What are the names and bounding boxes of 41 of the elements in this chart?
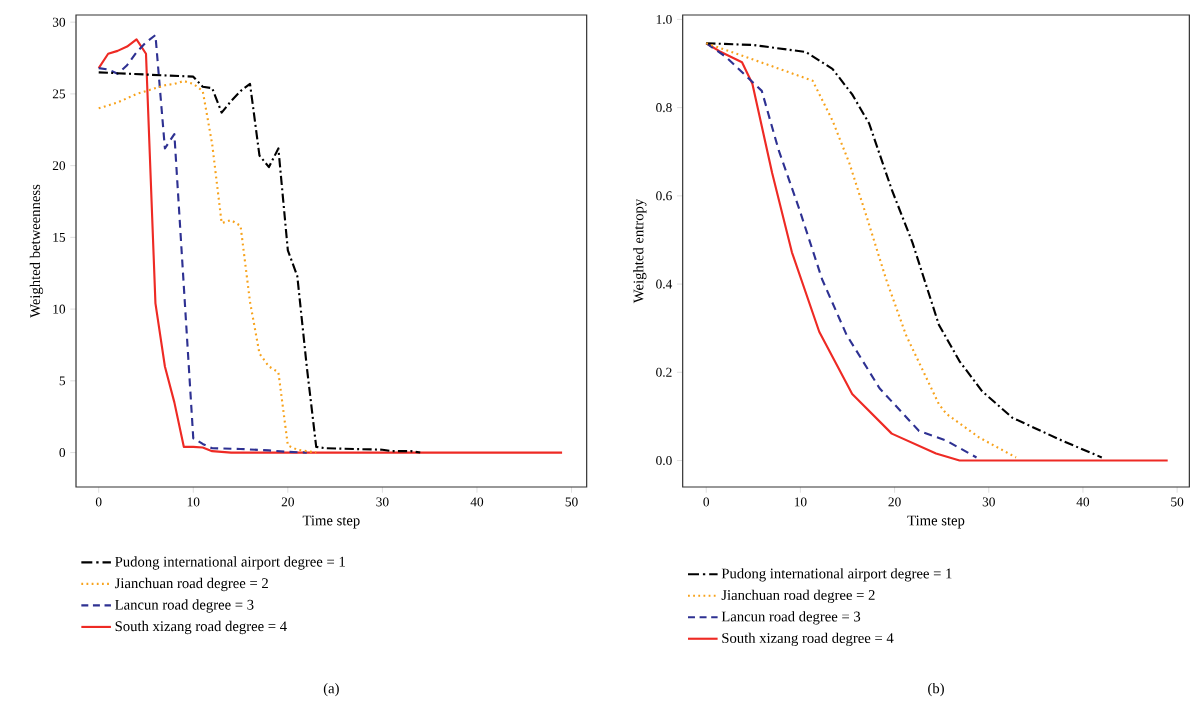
y-tick-label: 5 xyxy=(59,376,66,386)
legend-label: Lancun road degree = 3 xyxy=(115,599,254,613)
y-tick-label: 0.8 xyxy=(656,103,672,113)
y-tick-label: 0.2 xyxy=(656,367,672,377)
x-tick-label: 10 xyxy=(794,497,807,507)
y-axis-title: Weighted betweenness xyxy=(29,184,44,318)
y-tick-label: 25 xyxy=(52,89,66,99)
legend-label: Lancun road degree = 3 xyxy=(721,611,861,625)
legend-label: Jianchuan road degree = 2 xyxy=(721,589,875,603)
x-tick-label: 30 xyxy=(376,497,389,507)
legend-label: South xizang road degree = 4 xyxy=(115,620,287,635)
y-axis-title: Weighted entropy xyxy=(633,198,647,304)
x-tick-label: 30 xyxy=(982,497,995,507)
y-tick-label: 0.4 xyxy=(656,279,673,289)
line-series xyxy=(97,38,564,454)
y-tick-label: 10 xyxy=(53,304,66,314)
y-tick-label: 20 xyxy=(52,161,66,171)
x-tick-label: 40 xyxy=(470,497,484,507)
line-series xyxy=(97,71,422,454)
x-tick-label: 10 xyxy=(187,497,200,507)
y-tick-label: 15 xyxy=(53,232,66,242)
y-tick-label: 0.6 xyxy=(656,191,672,201)
y-tick-label: 0.0 xyxy=(656,456,672,466)
x-tick-label: 40 xyxy=(1076,497,1090,507)
text: (a) xyxy=(323,683,339,697)
legend-label: Pudong international airport degree = 1 xyxy=(721,568,952,582)
legend-label: South xizang road degree = 4 xyxy=(722,632,894,646)
legend-label: Jianchuan road degree = 2 xyxy=(114,577,268,592)
x-tick-label: 50 xyxy=(565,497,578,507)
text: (b) xyxy=(928,683,944,697)
x-tick-label: 20 xyxy=(281,497,295,507)
x-tick-label: 50 xyxy=(1171,497,1184,507)
y-tick-label: 30 xyxy=(52,17,66,27)
x-axis-title: Time step xyxy=(302,515,360,529)
x-tick-label: 20 xyxy=(888,497,901,507)
x-tick-label: 0 xyxy=(703,497,710,507)
y-tick-label: 0 xyxy=(59,448,66,458)
y-tick-label: 1.0 xyxy=(656,14,672,24)
legend-label: Pudong international airport degree = 1 xyxy=(115,556,345,570)
x-tick-label: 0 xyxy=(95,497,102,507)
x-axis-title: Time step xyxy=(907,515,965,529)
